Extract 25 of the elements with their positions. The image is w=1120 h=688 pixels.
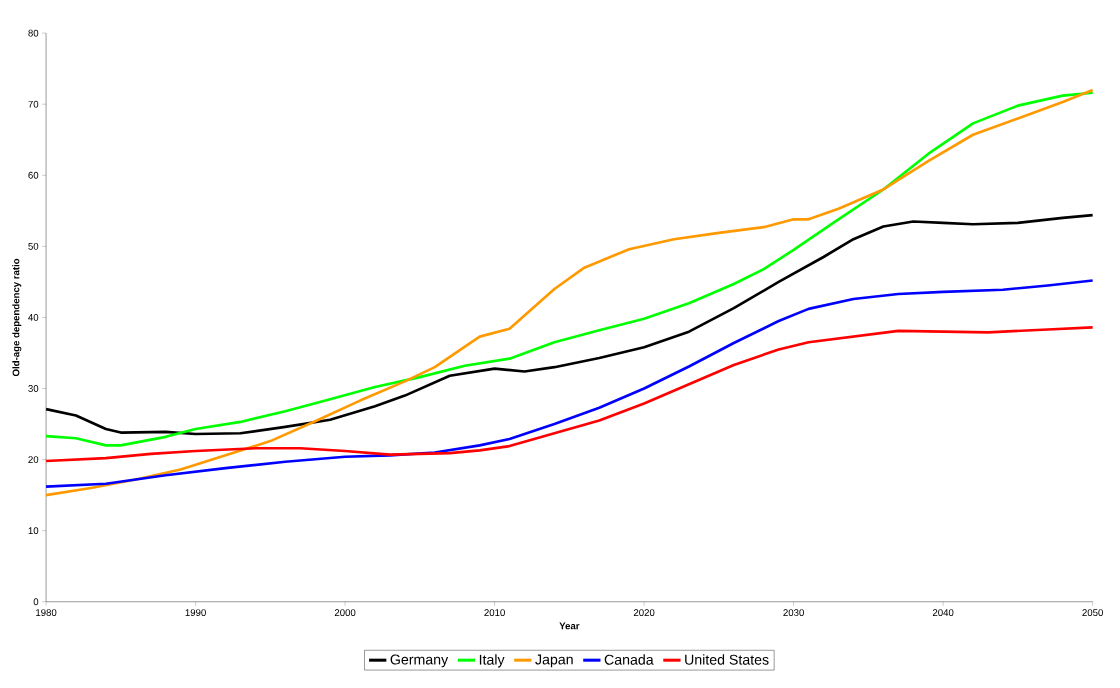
y-axis-title: Old-age dependency ratio [12, 258, 22, 376]
y-tick-label: 50 [28, 242, 39, 250]
x-tick-label: 1980 [36, 609, 57, 616]
x-tick-label: 2010 [484, 609, 505, 616]
legend-label: Germany [390, 654, 449, 668]
y-tick-label: 40 [28, 313, 39, 321]
y-tick-label: 20 [28, 456, 39, 463]
y-tick-label: 70 [28, 100, 39, 108]
y-tick-label: 80 [28, 29, 39, 37]
x-tick-label: 1990 [185, 609, 206, 616]
legend-label: Canada [604, 654, 654, 665]
y-tick-label: 60 [28, 171, 39, 179]
x-tick-label: 2030 [783, 609, 804, 616]
legend-label: Italy [479, 654, 505, 668]
y-tick-label: 0 [33, 598, 39, 606]
legend-label: United States [685, 654, 769, 665]
y-tick-label: 10 [28, 527, 39, 535]
x-tick-label: 2050 [1082, 609, 1103, 616]
x-axis-title: Year [559, 622, 580, 630]
x-tick-label: 2000 [334, 609, 356, 616]
x-tick-label: 2040 [932, 609, 954, 616]
y-tick-label: 30 [28, 385, 39, 392]
legend-label: Japan [535, 654, 573, 668]
x-tick-label: 2020 [633, 609, 655, 616]
line-series [44, 279, 1094, 488]
